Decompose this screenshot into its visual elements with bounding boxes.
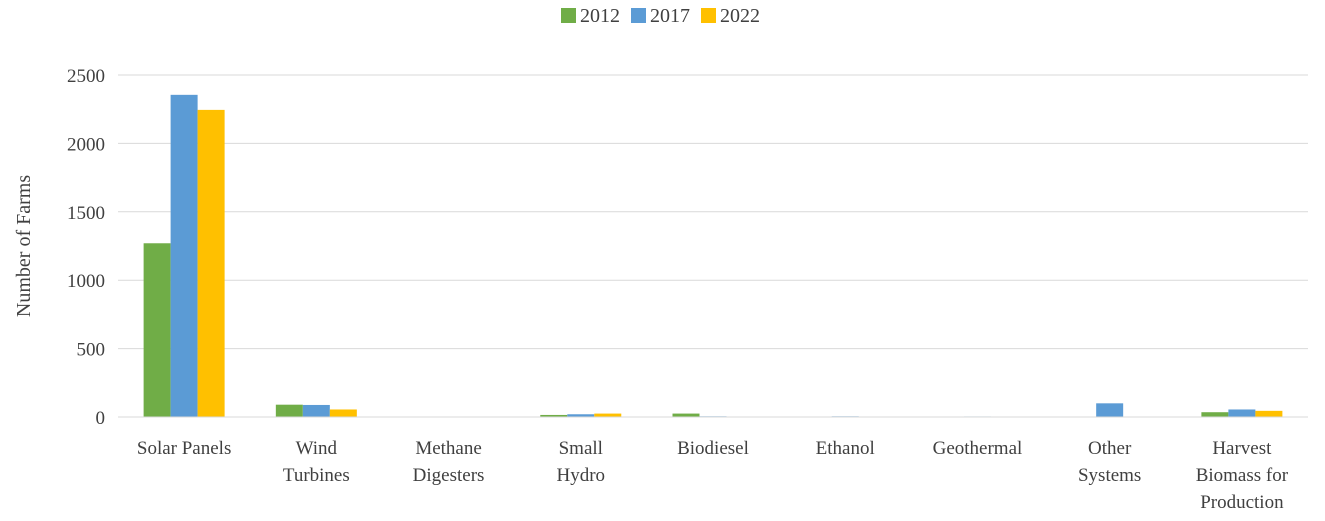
x-category-label-line: Other: [1088, 438, 1132, 459]
y-tick-label: 500: [77, 340, 106, 361]
x-category-label: Methane Digesters: [413, 438, 485, 486]
x-category-label: Other Systems: [1078, 438, 1141, 486]
gridlines: [118, 74, 1308, 350]
bar-2012-biodiesel: [672, 413, 700, 417]
bar-2022-solar-panels: [197, 109, 225, 417]
y-tick-label: 1500: [67, 203, 105, 224]
bar-2012-harvest-biomass-for-production: [1201, 412, 1229, 417]
x-category-label-line: Geothermal: [933, 438, 1023, 459]
x-category-label-line: Solar Panels: [137, 438, 231, 459]
x-category-label: Biodiesel: [677, 438, 749, 459]
legend-swatch-2012: [561, 8, 576, 23]
bar-2022-harvest-biomass-for-production: [1255, 410, 1283, 417]
x-category-label-line: Digesters: [413, 465, 485, 486]
x-category-label: Small Hydro: [556, 438, 605, 486]
bar-2022-small-hydro: [594, 413, 622, 417]
legend-label-2017: 2017: [650, 5, 690, 27]
x-category-label-line: Biodiesel: [677, 438, 749, 459]
legend: 2012 2017 2022: [561, 5, 760, 27]
bar-2017-harvest-biomass-for-production: [1228, 409, 1256, 417]
y-tick-label: 1000: [67, 271, 105, 292]
x-category-label: Geothermal: [933, 438, 1023, 459]
x-category-label-line: Methane: [415, 438, 481, 459]
x-category-label-line: Production: [1200, 492, 1284, 513]
bar-2012-small-hydro: [540, 414, 568, 417]
y-tick-label: 2000: [67, 134, 105, 155]
bar-2022-wind-turbines: [329, 409, 357, 417]
y-tick-label: 0: [96, 408, 106, 429]
x-category-label-line: Harvest: [1212, 438, 1272, 459]
x-category-label-line: Small: [559, 438, 603, 459]
bar-2012-wind-turbines: [275, 404, 303, 417]
bars: [143, 94, 1283, 417]
legend-swatch-2017: [631, 8, 646, 23]
y-axis-ticks: 0 500 1000 1500 2000 2500: [67, 66, 105, 429]
bar-2017-solar-panels: [170, 94, 198, 417]
y-axis-title: Number of Farms: [13, 175, 35, 317]
x-category-label-line: Ethanol: [816, 438, 875, 459]
x-category-label: Ethanol: [816, 438, 875, 459]
x-category-label-line: Wind: [296, 438, 338, 459]
legend-label-2012: 2012: [580, 5, 620, 27]
x-category-label-line: Hydro: [556, 465, 605, 486]
bar-2017-other-systems: [1096, 403, 1124, 417]
x-category-label-line: Turbines: [283, 465, 350, 486]
bar-2017-small-hydro: [567, 414, 595, 417]
bar-2012-solar-panels: [143, 243, 171, 417]
x-axis-labels: Solar Panels Wind Turbines Methane Digesters…: [137, 438, 1289, 513]
legend-swatch-2022: [701, 8, 716, 23]
x-category-label-line: Systems: [1078, 465, 1141, 486]
x-category-label: Wind Turbines: [283, 438, 350, 486]
bar-2017-wind-turbines: [302, 404, 330, 417]
legend-label-2022: 2022: [720, 5, 760, 27]
x-category-label-line: Biomass for: [1196, 465, 1289, 486]
x-category-label: Harvest Biomass for Production: [1196, 438, 1289, 513]
x-category-label: Solar Panels: [137, 438, 231, 459]
y-tick-label: 2500: [67, 66, 105, 87]
